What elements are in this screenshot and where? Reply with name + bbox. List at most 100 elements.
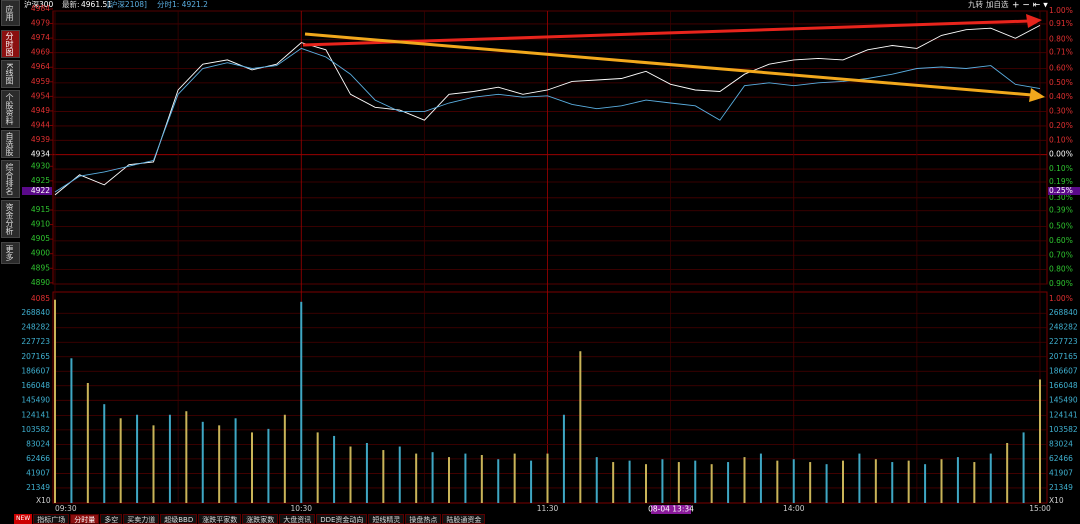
- bottom-tab[interactable]: 分时量: [70, 514, 100, 524]
- volume-bar: [398, 446, 401, 503]
- latest-price: 4961.51: [81, 0, 112, 9]
- volume-bar: [251, 432, 253, 503]
- volume-bar: [645, 464, 647, 503]
- volume-bar: [300, 301, 303, 503]
- bottom-tab[interactable]: 指标广场: [33, 514, 70, 524]
- volume-bar: [940, 459, 943, 503]
- y-tick-label-right: 41907: [1049, 468, 1073, 477]
- sidebar-tab[interactable]: 应用: [1, 0, 20, 26]
- volume-bar: [152, 425, 155, 503]
- volume-bar: [842, 460, 844, 503]
- tool[interactable]: 九转: [968, 0, 983, 9]
- sidebar-tab[interactable]: 资金分析: [1, 200, 20, 238]
- bottom-tab[interactable]: 大盘资讯: [279, 514, 316, 524]
- volume-bar: [562, 414, 565, 503]
- volume-bar: [727, 462, 730, 503]
- volume-bar: [825, 464, 828, 503]
- volume-bar: [776, 460, 779, 503]
- volume-bar: [1039, 379, 1041, 503]
- y2-tick-label: 0.30%: [1049, 193, 1073, 202]
- volume-bar: [579, 351, 582, 503]
- bottom-tab[interactable]: 操盘热点: [405, 514, 442, 524]
- bottom-tab[interactable]: 买卖力道: [123, 514, 160, 524]
- x-tick-label: 11:30: [537, 504, 559, 513]
- y-tick-label: 4895: [31, 263, 50, 272]
- x-tick-label: 10:30: [290, 504, 312, 513]
- y-tick-label: 4974: [31, 33, 50, 42]
- volume-bar: [595, 457, 598, 503]
- unit-label: X10: [1049, 496, 1064, 505]
- latest-label: 最新:: [62, 0, 80, 9]
- bottom-tab[interactable]: 短线精灵: [368, 514, 405, 524]
- sidebar-tab[interactable]: K线图: [1, 60, 20, 88]
- crosshair-price: 4922: [31, 186, 50, 195]
- y-tick-label-right: 166048: [1049, 381, 1078, 390]
- crosshair-time: 08-04 13:34: [648, 505, 694, 514]
- y2-tick-label: 0.60%: [1049, 63, 1073, 72]
- volume-bar: [759, 453, 762, 503]
- volume-bar: [546, 453, 549, 503]
- volume-bar: [70, 358, 73, 503]
- volume-bar: [661, 459, 664, 503]
- volume-bar: [710, 464, 713, 503]
- bottom-tab[interactable]: 超级BBD: [160, 514, 198, 524]
- y-tick-label: 4969: [31, 48, 50, 57]
- volume-bar: [677, 462, 680, 503]
- y-tick-label: 124141: [21, 410, 50, 419]
- bottom-tab[interactable]: 多空: [100, 514, 123, 524]
- y2-tick-label: 0.40%: [1049, 92, 1073, 101]
- sidebar-tab[interactable]: 综合排名: [1, 160, 20, 198]
- y-tick-label: 186607: [21, 366, 50, 375]
- y-tick-label: 83024: [26, 439, 50, 448]
- sidebar-tab[interactable]: 分时图: [1, 30, 20, 58]
- volume-bar: [86, 382, 89, 503]
- y-tick-label: 41907: [26, 468, 50, 477]
- y2-tick-label: 0.50%: [1049, 78, 1073, 87]
- sidebar-tab[interactable]: 自选股: [1, 130, 20, 158]
- volume-bar: [858, 453, 861, 503]
- volume-bar: [218, 425, 221, 503]
- y-tick-label: 4900: [31, 249, 50, 258]
- y-tick-label-right: 21349: [1049, 483, 1073, 492]
- price-panel: [52, 10, 1048, 285]
- y-tick-label: 4934: [31, 150, 50, 159]
- volume-bar: [513, 453, 516, 503]
- volume-bar: [956, 457, 959, 503]
- volume-bar: [333, 435, 336, 503]
- y2-tick-label: 0.91%: [1049, 19, 1073, 28]
- contract: [沪深2108]: [107, 0, 147, 9]
- bottom-tab[interactable]: 涨跌平家数: [198, 514, 242, 524]
- crosshair-change: 0.25%: [1049, 186, 1073, 195]
- y-tick-label: 207165: [21, 352, 50, 361]
- volume-bar: [431, 452, 434, 503]
- bottom-tab[interactable]: DDE资金动向: [316, 514, 368, 524]
- sidebar-tab[interactable]: 个股资料: [1, 90, 20, 128]
- crosshair-box: [22, 187, 52, 195]
- y-tick-label: 4954: [31, 91, 50, 100]
- sidebar-tab[interactable]: 更多: [1, 242, 20, 264]
- crosshair-box: [651, 505, 691, 514]
- volume-bar: [283, 414, 286, 503]
- tool-icons[interactable]: + − ⇤ ▾: [1012, 1, 1048, 11]
- annotation-arrow: [302, 19, 1031, 47]
- new-badge: NEW: [14, 514, 33, 524]
- price-line: [54, 25, 1041, 196]
- bottom-tab[interactable]: 涨跌家数: [242, 514, 279, 524]
- volume-bar: [1022, 432, 1025, 503]
- volume-top-label: 4085: [31, 294, 50, 303]
- volume-top-label: 1.00%: [1049, 294, 1073, 303]
- y-tick-label: 248282: [21, 323, 50, 332]
- y-tick-label: 4925: [31, 176, 50, 185]
- volume-bar: [267, 428, 270, 503]
- y-tick-label-right: 207165: [1049, 352, 1078, 361]
- volume-bar: [924, 464, 927, 503]
- bottom-tab[interactable]: 陆股通资金: [442, 514, 486, 524]
- y-tick-label: 4939: [31, 135, 50, 144]
- y-tick-label: 4910: [31, 220, 50, 229]
- volume-bar: [185, 411, 188, 503]
- volume-bar: [103, 404, 106, 503]
- tool[interactable]: 加自选: [986, 0, 1009, 9]
- volume-bar: [234, 418, 237, 503]
